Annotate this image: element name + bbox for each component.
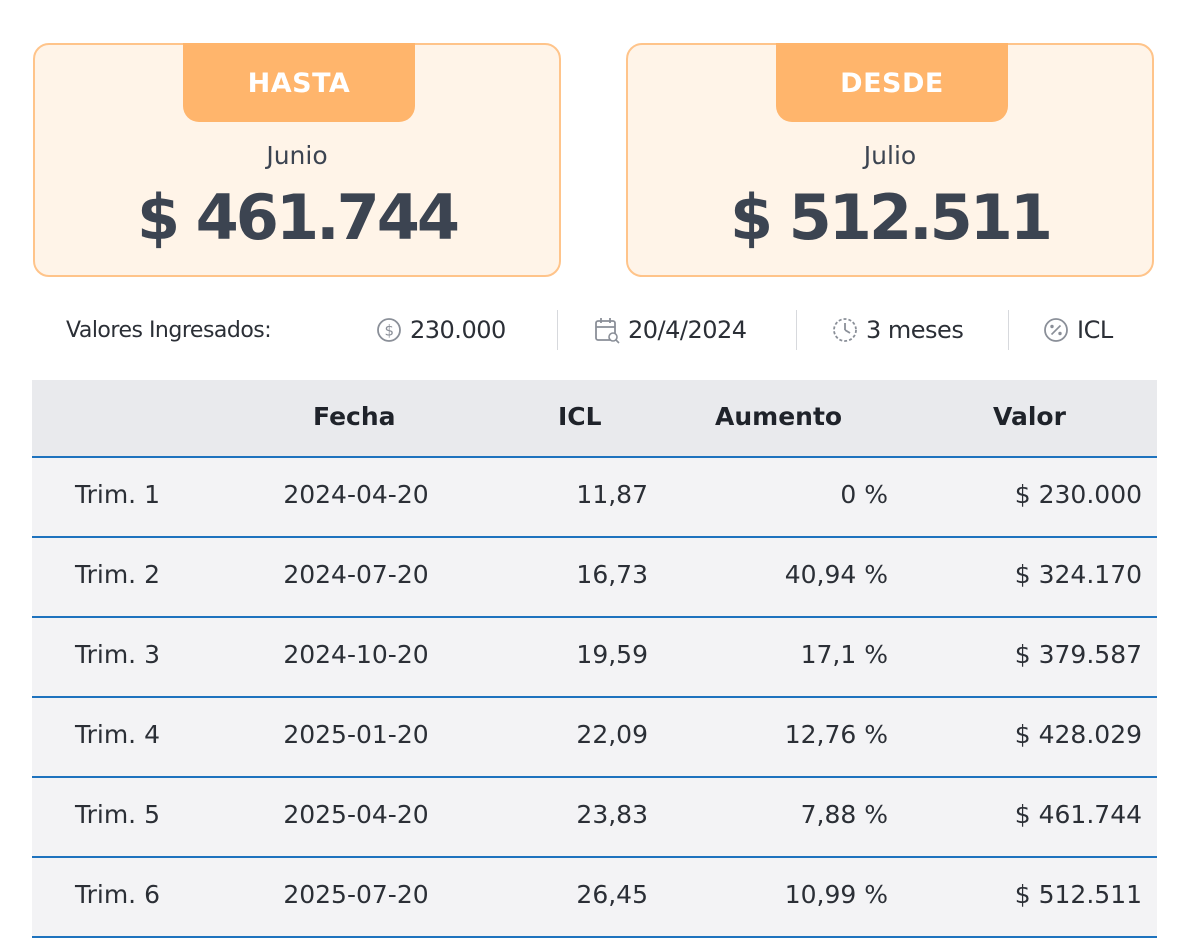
input-index-value: ICL [1077,316,1113,344]
row-increase: 17,1 % [800,640,888,669]
row-date: 2025-04-20 [283,800,429,829]
row-icl: 19,59 [576,640,648,669]
hasta-card: HASTA Junio $ 461.744 [33,43,561,277]
desde-amount: $ 512.511 [729,181,1053,254]
row-label: Trim. 3 [75,640,160,669]
input-amount: $ 230.000 [376,312,506,348]
input-index: ICL [1043,312,1113,348]
row-icl: 23,83 [576,800,648,829]
table-row: Trim. 1 2024-04-20 11,87 0 % $ 230.000 [32,458,1157,538]
row-icl: 22,09 [576,720,648,749]
header-icl: ICL [558,402,602,431]
clock-icon [833,318,857,342]
hasta-month: Junio [266,141,328,170]
table-row: Trim. 5 2025-04-20 23,83 7,88 % $ 461.74… [32,778,1157,858]
row-increase: 12,76 % [784,720,888,749]
row-date: 2024-10-20 [283,640,429,669]
row-label: Trim. 2 [75,560,160,589]
calendar-icon [595,318,620,344]
row-value: $ 461.744 [1014,800,1142,829]
hasta-tab: HASTA [183,43,415,122]
row-date: 2024-07-20 [283,560,429,589]
header-fecha: Fecha [313,402,396,431]
row-date: 2024-04-20 [283,480,429,509]
table-row: Trim. 4 2025-01-20 22,09 12,76 % $ 428.0… [32,698,1157,778]
row-value: $ 428.029 [1014,720,1142,749]
row-increase: 7,88 % [800,800,888,829]
input-period: 3 meses [832,312,964,348]
desde-tab: DESDE [776,43,1008,122]
row-label: Trim. 5 [75,800,160,829]
input-date: 20/4/2024 [594,312,747,348]
dollar-circle-icon: $ [377,318,401,342]
desde-card: DESDE Julio $ 512.511 [626,43,1154,277]
hasta-amount: $ 461.744 [136,181,460,254]
info-divider [1008,310,1009,350]
input-amount-value: 230.000 [410,316,506,344]
row-label: Trim. 1 [75,480,160,509]
row-value: $ 379.587 [1014,640,1142,669]
table-row: Trim. 3 2024-10-20 19,59 17,1 % $ 379.58… [32,618,1157,698]
row-increase: 40,94 % [784,560,888,589]
desde-month: Julio [863,141,917,170]
header-valor: Valor [993,402,1066,431]
input-values-label: Valores Ingresados: [66,318,272,343]
row-label: Trim. 6 [75,880,160,909]
row-value: $ 324.170 [1014,560,1142,589]
percent-circle-icon [1044,318,1068,342]
header-aumento: Aumento [715,402,843,431]
input-period-value: 3 meses [866,316,964,344]
info-divider [796,310,797,350]
row-icl: 16,73 [576,560,648,589]
row-icl: 26,45 [576,880,648,909]
row-label: Trim. 4 [75,720,160,749]
adjustment-table: Fecha ICL Aumento Valor Trim. 1 2024-04-… [32,380,1157,938]
row-value: $ 230.000 [1014,480,1142,509]
input-values-row: Valores Ingresados: $ 230.000 20/4/2024 [0,308,1189,352]
table-row: Trim. 6 2025-07-20 26,45 10,99 % $ 512.5… [32,858,1157,938]
info-divider [557,310,558,350]
row-icl: 11,87 [576,480,648,509]
input-date-value: 20/4/2024 [628,316,747,344]
table-header: Fecha ICL Aumento Valor [32,380,1157,458]
svg-text:$: $ [384,322,393,340]
table-row: Trim. 2 2024-07-20 16,73 40,94 % $ 324.1… [32,538,1157,618]
row-increase: 10,99 % [784,880,888,909]
row-value: $ 512.511 [1014,880,1142,909]
row-date: 2025-01-20 [283,720,429,749]
row-date: 2025-07-20 [283,880,429,909]
row-increase: 0 % [840,480,888,509]
